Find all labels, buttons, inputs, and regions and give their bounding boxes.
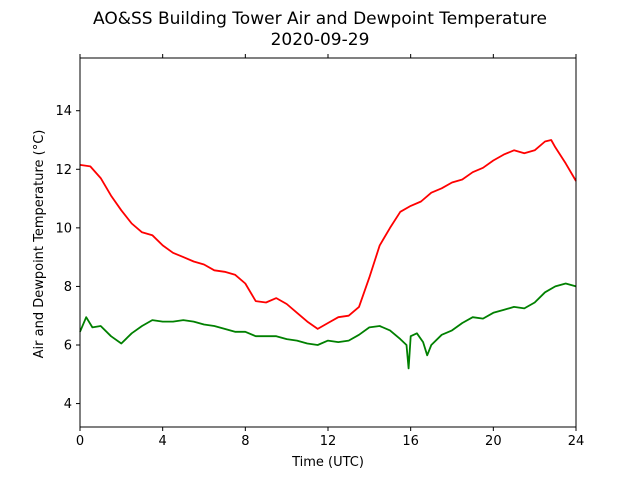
x-tick-label: 24: [568, 434, 585, 449]
plot-frame: [79, 57, 577, 428]
y-tick-label: 12: [55, 163, 72, 178]
x-axis-label: Time (UTC): [291, 455, 364, 470]
y-tick-label: 10: [55, 221, 72, 236]
y-axis: 4 6 8 10 12 14: [55, 104, 80, 412]
series-line-2: [79, 282, 577, 370]
y-axis-label: Air and Dewpoint Temperature (°C): [32, 130, 47, 359]
x-tick-label: 4: [159, 434, 167, 449]
y-tick-label: 4: [64, 397, 72, 412]
plot-area: [79, 139, 577, 370]
x-tick-label: 12: [320, 434, 337, 449]
x-tick-label: 8: [241, 434, 249, 449]
chart-title: AO&SS Building Tower Air and Dewpoint Te…: [93, 9, 547, 29]
series-line-1: [79, 139, 577, 330]
y-tick-label: 14: [55, 104, 72, 119]
x-tick-label: 16: [402, 434, 419, 449]
x-axis: 0 4 8 12 16 20 24: [76, 54, 584, 449]
chart-subtitle: 2020-09-29: [271, 30, 370, 50]
y-tick-label: 8: [64, 280, 72, 295]
x-tick-label: 20: [485, 434, 502, 449]
y-tick-label: 6: [64, 339, 72, 354]
x-tick-label: 0: [76, 434, 84, 449]
